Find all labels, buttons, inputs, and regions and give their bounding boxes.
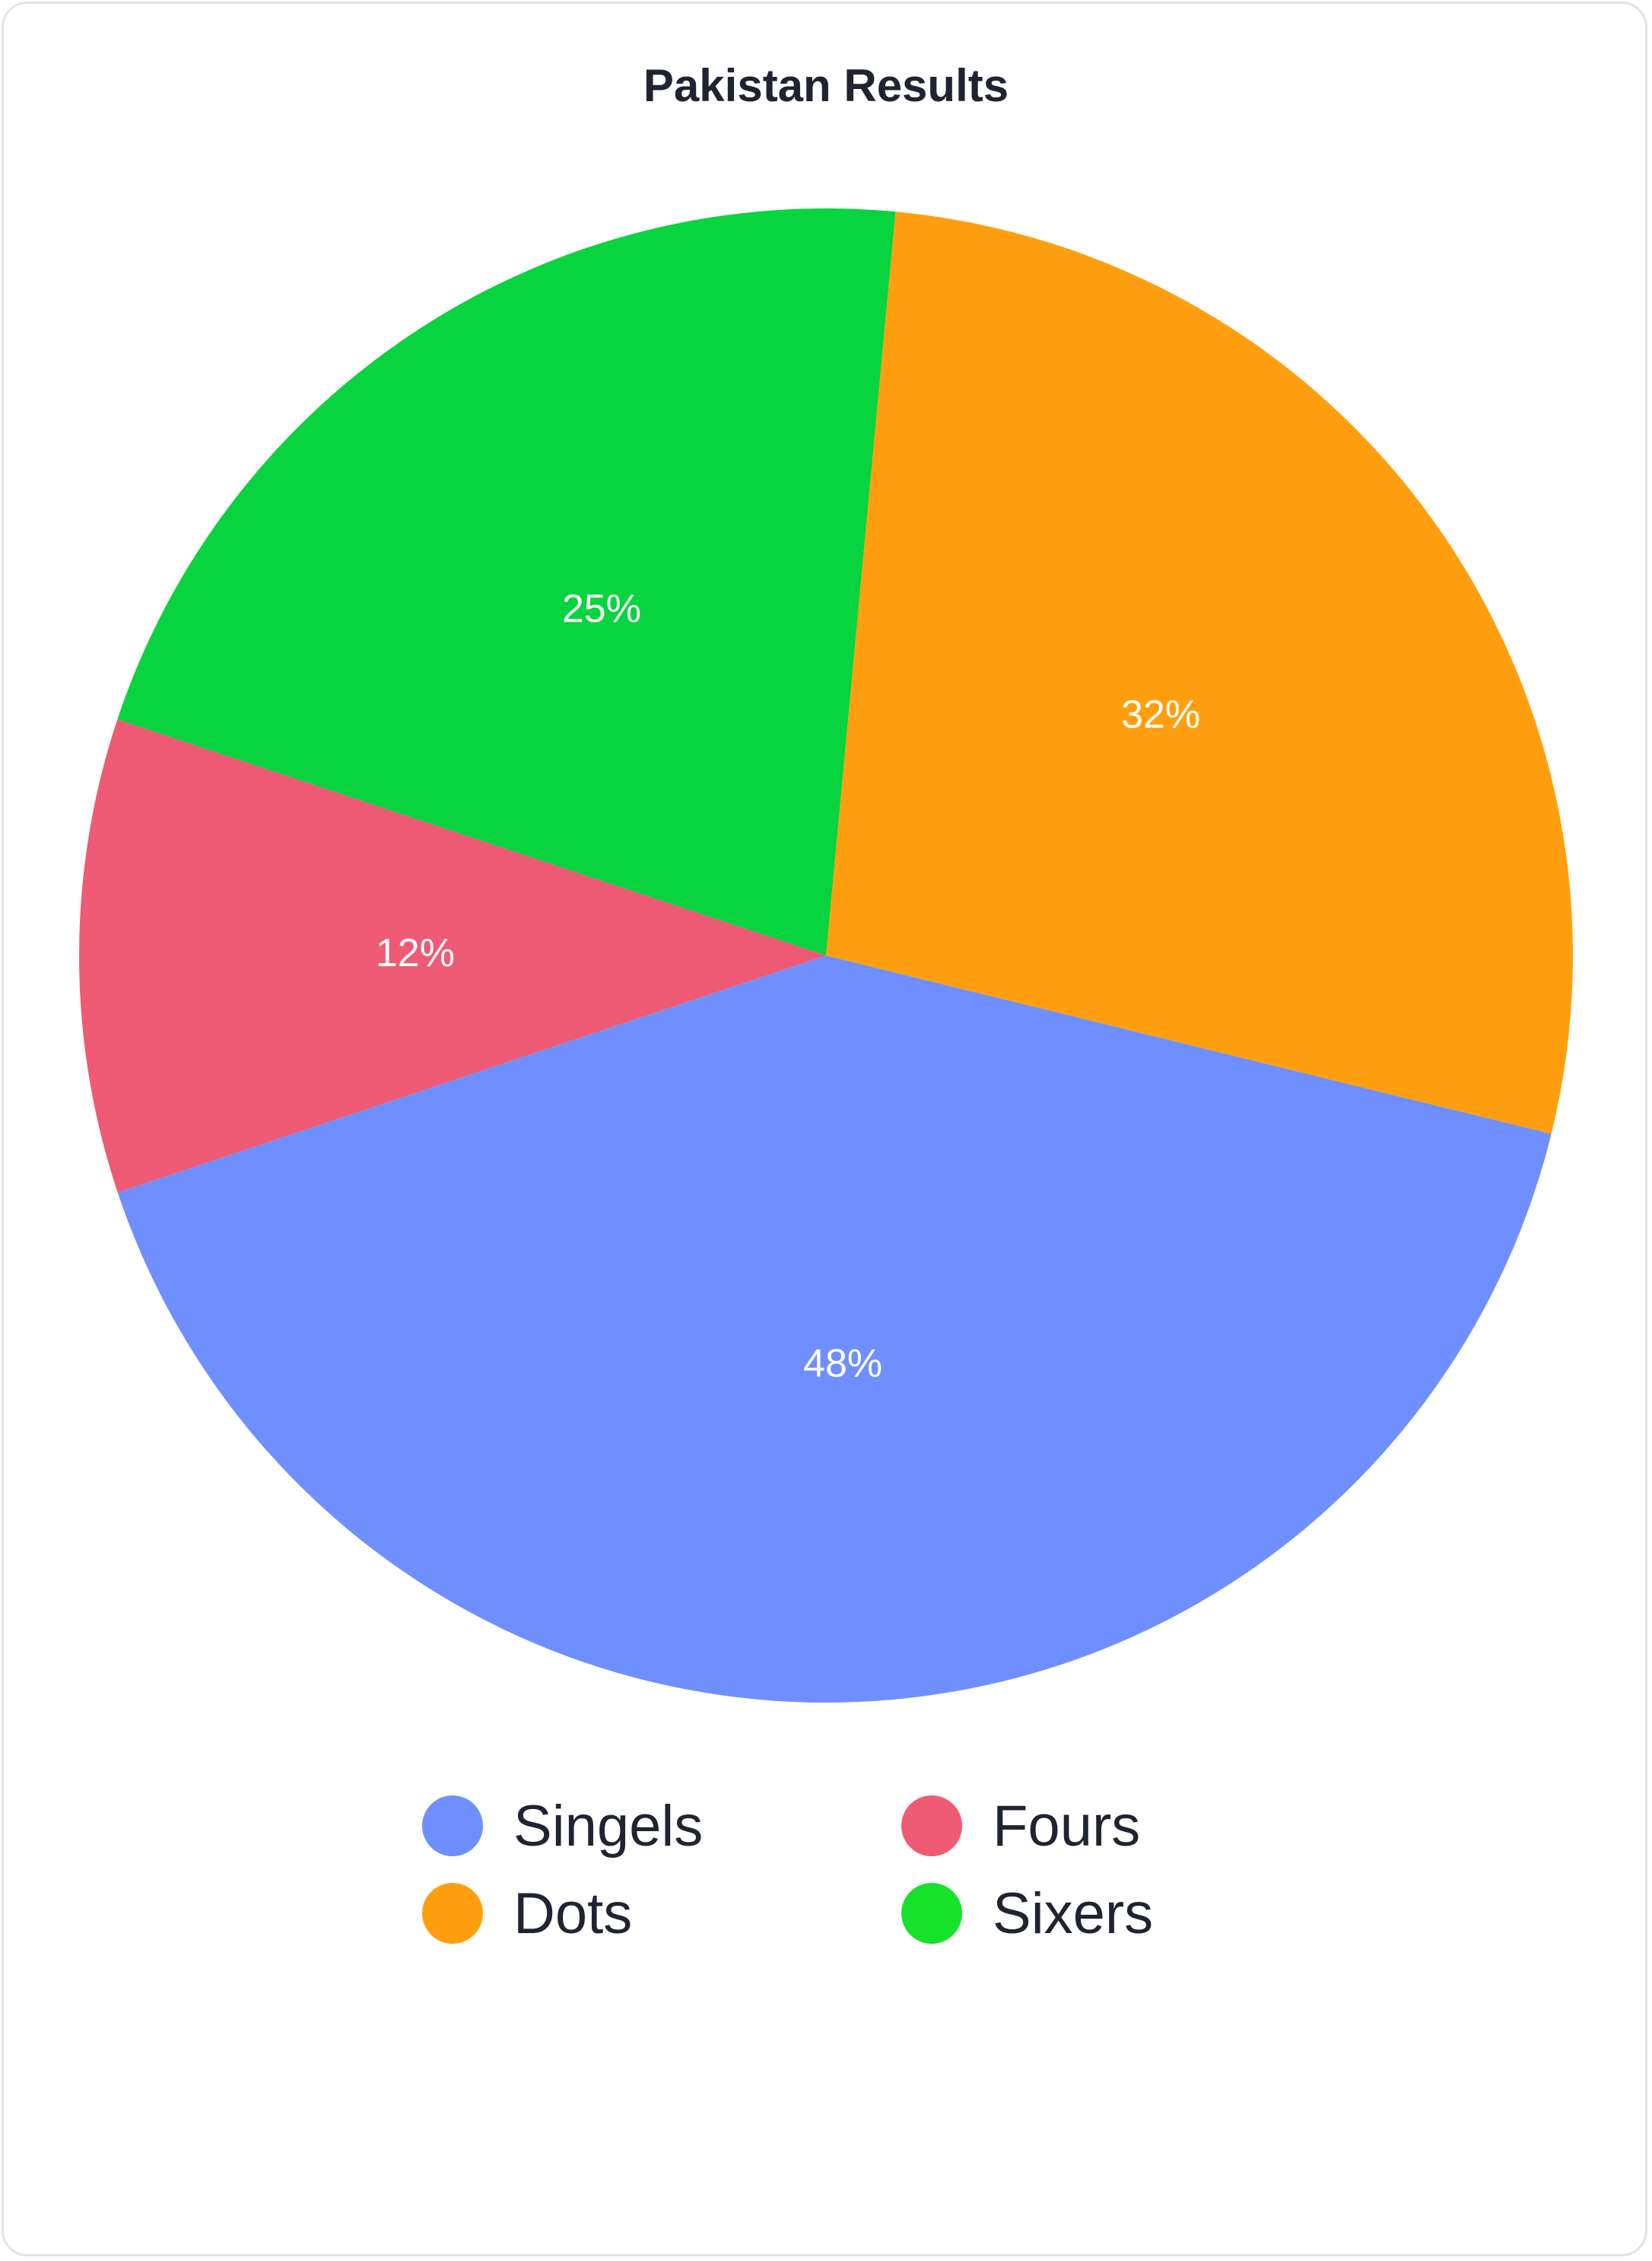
legend-label-dots: Dots xyxy=(513,1881,633,1946)
legend-dot-dots xyxy=(422,1883,483,1944)
legend-item-singels[interactable]: Singels xyxy=(422,1792,703,1860)
legend-item-sixers[interactable]: Sixers xyxy=(901,1879,1153,1948)
legend-label-singels: Singels xyxy=(513,1793,704,1859)
pie-chart: 48% 12% 25% 32% xyxy=(78,208,1573,1703)
pie-slice-sixers[interactable] xyxy=(117,208,896,956)
legend-dot-singels xyxy=(422,1795,483,1856)
legend-label-sixers: Sixers xyxy=(993,1881,1154,1946)
legend-item-dots[interactable]: Dots xyxy=(422,1879,632,1948)
legend-dot-sixers xyxy=(901,1883,962,1944)
pie-slice-dots[interactable] xyxy=(826,211,1573,1134)
slice-label-dots: 32% xyxy=(1121,693,1200,737)
chart-title: Pakistan Results xyxy=(643,60,1009,111)
slice-label-singels: 48% xyxy=(803,1341,882,1385)
legend-dot-fours xyxy=(901,1795,962,1856)
pie-slice-fours[interactable] xyxy=(78,719,826,1193)
legend-label-fours: Fours xyxy=(993,1793,1141,1859)
slice-label-fours: 12% xyxy=(376,931,455,975)
pie-slice-singels[interactable] xyxy=(117,956,1552,1703)
slice-label-sixers: 25% xyxy=(562,587,641,631)
legend-item-fours[interactable]: Fours xyxy=(901,1792,1140,1860)
